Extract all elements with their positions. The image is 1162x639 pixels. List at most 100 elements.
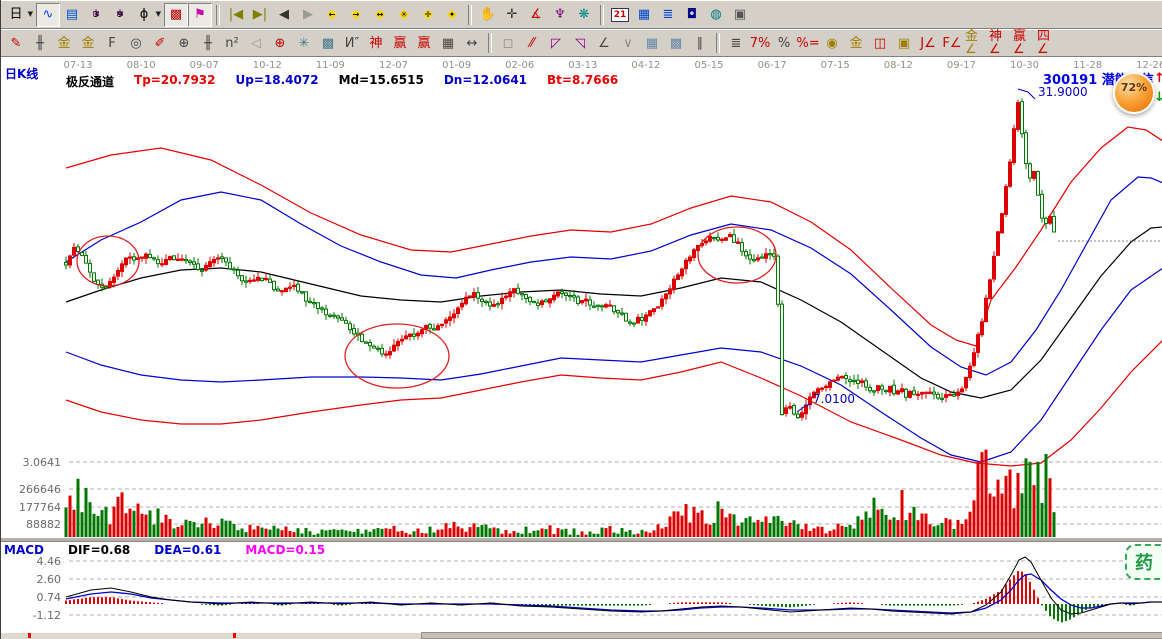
candle-style-button[interactable]: ϕ ▼ bbox=[132, 3, 161, 27]
ray-fan-button[interactable]: ⁄⁄ bbox=[520, 31, 544, 55]
next-bar-button[interactable]: ▶ bbox=[296, 3, 320, 27]
ying-tool-icon: 赢 bbox=[393, 35, 407, 51]
gann-percent-button[interactable]: 7% bbox=[748, 31, 772, 55]
zoom-right-button[interactable]: ◆ → bbox=[344, 3, 368, 27]
box-fan-a-button[interactable]: ◸ bbox=[544, 31, 568, 55]
chart-3-button[interactable]: ılı 3 bbox=[84, 3, 108, 27]
export-button[interactable]: ◍ bbox=[704, 3, 728, 27]
ying-box-button[interactable]: 赢 bbox=[412, 31, 436, 55]
flag-marker-button[interactable]: ◁ bbox=[244, 31, 268, 55]
width-measure-button[interactable]: ↔ bbox=[460, 31, 484, 55]
signal-flag-icon: ⚑ bbox=[194, 7, 206, 22]
candle-style-icon: ϕ bbox=[139, 7, 149, 22]
scale-bars-button[interactable]: ≣ bbox=[724, 31, 748, 55]
j-angle-button[interactable]: J∠ bbox=[916, 31, 940, 55]
box-fan-b-button[interactable]: ◹ bbox=[568, 31, 592, 55]
shen-tool-button[interactable]: 神 bbox=[364, 31, 388, 55]
last-bar-button[interactable]: ▶| bbox=[248, 3, 272, 27]
calendar-button[interactable]: 21 bbox=[608, 3, 632, 27]
shen-angle-button[interactable]: 神∠ bbox=[988, 30, 1012, 56]
angle-measure-button[interactable]: ∡ bbox=[524, 3, 548, 27]
gann-angles-button[interactable]: И″ bbox=[340, 31, 364, 55]
box-fan-b-icon: ◹ bbox=[575, 35, 585, 51]
gold-gann-a-button[interactable]: 金 bbox=[52, 31, 76, 55]
up-arrow-icon[interactable]: ↑ bbox=[1154, 71, 1162, 86]
pen-ruler-button[interactable]: ✐ bbox=[148, 31, 172, 55]
dropdown-arrow-icon[interactable]: ▼ bbox=[27, 9, 33, 18]
kline-chart-canvas[interactable] bbox=[1, 57, 1162, 632]
spiral-tool-button[interactable]: ◎ bbox=[124, 31, 148, 55]
kline-period-button[interactable]: 日 ▼ bbox=[4, 3, 33, 27]
f-angle-button[interactable]: F∠ bbox=[940, 31, 964, 55]
gold-circle-button[interactable]: ◉ bbox=[820, 31, 844, 55]
date-label: 09-17 bbox=[946, 60, 976, 71]
dropdown-arrow-icon[interactable]: ▼ bbox=[155, 9, 161, 18]
gold-bands-button[interactable]: 金 bbox=[844, 31, 868, 55]
trend-angle-button[interactable]: ∠ bbox=[592, 31, 616, 55]
n-square-button[interactable]: n² bbox=[220, 31, 244, 55]
first-bar-button[interactable]: |◀ bbox=[224, 3, 248, 27]
percent-line-button[interactable]: %= bbox=[796, 31, 820, 55]
crosshair-button[interactable]: ✛ bbox=[500, 3, 524, 27]
brush-tool-button[interactable]: ✎ bbox=[4, 31, 28, 55]
notes-button[interactable]: ≣ bbox=[656, 3, 680, 27]
scale-bars-icon: ≣ bbox=[730, 35, 742, 51]
chart-9-button[interactable]: ılı 9 bbox=[108, 3, 132, 27]
indicator-param: Tp=20.7932 bbox=[134, 73, 216, 87]
zoom-out-button[interactable]: ◆ ✦ bbox=[440, 3, 464, 27]
zoom-both-button[interactable]: ◆ ↔ bbox=[368, 3, 392, 27]
down-arrow-icon[interactable]: ↓ bbox=[1154, 90, 1162, 105]
gold-gann-b-icon: 金 bbox=[81, 35, 95, 51]
pattern-scan-button[interactable]: ▩ bbox=[164, 2, 188, 27]
ying-angle-button[interactable]: 赢∠ bbox=[1012, 30, 1036, 56]
zoom-left-button[interactable]: ◆ ← bbox=[320, 3, 344, 27]
gauge-ball[interactable]: 72% bbox=[1113, 72, 1155, 114]
floating-badge[interactable]: 药 bbox=[1125, 544, 1162, 580]
gold-angle-button[interactable]: 金∠ bbox=[964, 30, 988, 56]
rect-select-button[interactable]: ◻ bbox=[496, 31, 520, 55]
cycle-circle-button[interactable]: ⊕ bbox=[172, 31, 196, 55]
scrollbar-thumb[interactable] bbox=[421, 632, 1162, 639]
v-wave-button[interactable]: ∨ bbox=[616, 31, 640, 55]
horizontal-scrollbar[interactable] bbox=[1, 632, 1162, 639]
price-ruler-button[interactable]: ╫ bbox=[196, 31, 220, 55]
zoom-right-icon: ◆ bbox=[351, 7, 361, 22]
zoom-fit-button[interactable]: ◆ ✳ bbox=[392, 3, 416, 27]
tick-ruler-button[interactable]: ╫ bbox=[28, 31, 52, 55]
prev-bar-button[interactable]: ◀ bbox=[272, 3, 296, 27]
grid-a-button[interactable]: ▦ bbox=[640, 31, 664, 55]
four-angle-button[interactable]: 四∠ bbox=[1036, 30, 1060, 56]
gold-circle-icon: ◉ bbox=[826, 35, 838, 51]
parallel-lines-button[interactable]: ∥ bbox=[688, 31, 712, 55]
gold-gann-a-icon: 金 bbox=[57, 35, 71, 51]
pan-hand-button[interactable]: ✋ bbox=[476, 3, 500, 27]
ray-fan-icon: ⁄⁄ bbox=[529, 35, 535, 51]
save-button[interactable]: ◘ bbox=[680, 3, 704, 27]
toolbar-row-1: 日 ▼ ∿ ▤ ılı 3 ılı 9 ϕ ▼ ▩ ⚑ |◀ ▶| ◀ ▶ ◆ ← ◆ → ◆ ↔ ◆ ✳ ◆ ✛ ◆ ✦ ✋ ✛ ∡ ♆ ❋ 2… bbox=[1, 0, 1162, 29]
band-box-button[interactable]: ◫ bbox=[868, 31, 892, 55]
signal-flag-button[interactable]: ⚑ bbox=[188, 2, 212, 27]
fibo-ruler-button[interactable]: F bbox=[100, 31, 124, 55]
target-circle-button[interactable]: ⊕ bbox=[268, 31, 292, 55]
gold-box-button[interactable]: ▣ bbox=[892, 31, 916, 55]
info-board-button[interactable]: ▤ bbox=[60, 3, 84, 27]
date-label: 05-15 bbox=[694, 60, 724, 71]
ruler-123-button[interactable]: ▦ bbox=[436, 31, 460, 55]
zoom-in-button[interactable]: ◆ ✛ bbox=[416, 3, 440, 27]
toolbar-separator bbox=[216, 4, 220, 25]
pen-ruler-icon: ✐ bbox=[154, 35, 166, 51]
web-box-button[interactable]: ▩ bbox=[316, 31, 340, 55]
grid-b-button[interactable]: ▩ bbox=[664, 31, 688, 55]
gold-gann-b-button[interactable]: 金 bbox=[76, 31, 100, 55]
print-button[interactable]: ▣ bbox=[728, 3, 752, 27]
date-label: 10-30 bbox=[1009, 60, 1040, 71]
spirit-tool-button[interactable]: ♆ bbox=[548, 3, 572, 27]
calculator-button[interactable]: ▦ bbox=[632, 3, 656, 27]
ying-tool-button[interactable]: 赢 bbox=[388, 31, 412, 55]
web-grid-button[interactable]: ✳ bbox=[292, 31, 316, 55]
wave-chart-button[interactable]: ∿ bbox=[36, 2, 60, 27]
overlay-glyph: → bbox=[352, 9, 360, 19]
percent-button[interactable]: % bbox=[772, 31, 796, 55]
brain-tool-button[interactable]: ❋ bbox=[572, 3, 596, 27]
